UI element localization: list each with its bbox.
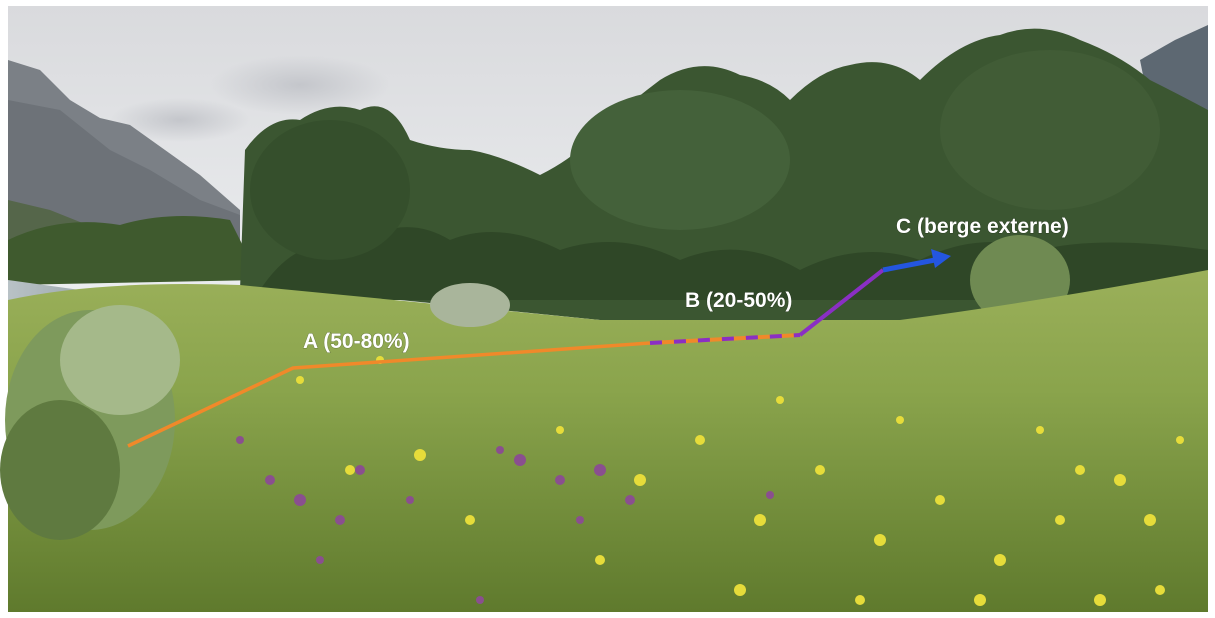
zone-c-arrow — [882, 257, 936, 273]
zone-a-line — [127, 341, 651, 448]
label-zone-c: C (berge externe) — [896, 215, 1069, 238]
arrowhead-icon — [931, 249, 951, 268]
zone-b-line — [798, 268, 885, 337]
yellow-flowers — [296, 356, 1184, 606]
label-zone-b: B (20-50%) — [685, 289, 792, 312]
thistle-flowers — [236, 436, 774, 604]
meadow — [8, 270, 1208, 612]
label-zone-a: A (50-80%) — [303, 330, 410, 353]
riverside-shrub — [0, 305, 180, 540]
